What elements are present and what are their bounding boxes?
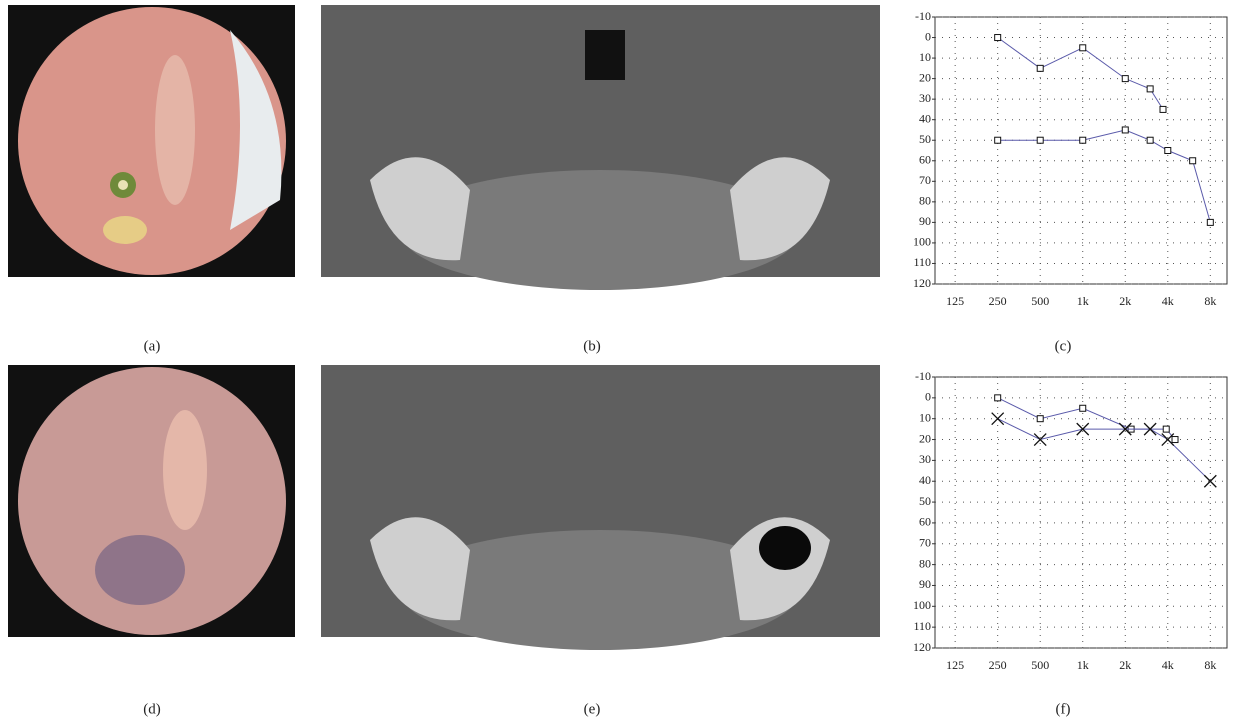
- y-tick-label: -10: [915, 9, 931, 23]
- point-marker: [1190, 158, 1196, 164]
- x-tick-label: 1k: [1077, 294, 1089, 308]
- malleus: [163, 410, 207, 530]
- tube-hole: [118, 180, 128, 190]
- panel-label: (e): [584, 701, 601, 717]
- retraction: [95, 535, 185, 605]
- point-marker: [992, 413, 1004, 425]
- y-tick-label: 70: [919, 173, 931, 187]
- airway: [585, 30, 625, 80]
- y-tick-label: 50: [919, 494, 931, 508]
- series-line: [998, 130, 1211, 222]
- y-tick-label: 0: [925, 390, 931, 404]
- malleus: [155, 55, 195, 205]
- point-marker: [1037, 416, 1043, 422]
- point-marker: [1122, 76, 1128, 82]
- panel-label: (b): [583, 338, 601, 354]
- point-marker: [1160, 106, 1166, 112]
- point-marker: [1037, 65, 1043, 71]
- y-tick-label: 100: [913, 598, 931, 612]
- y-tick-label: 120: [913, 640, 931, 654]
- panel-label: (c): [1055, 338, 1072, 354]
- point-marker: [995, 395, 1001, 401]
- y-tick-label: 110: [913, 255, 931, 269]
- panel-label: (d): [143, 701, 161, 717]
- point-marker: [1037, 137, 1043, 143]
- x-tick-label: 4k: [1162, 294, 1174, 308]
- y-tick-label: 0: [925, 29, 931, 43]
- point-marker: [1080, 405, 1086, 411]
- y-tick-label: 30: [919, 91, 931, 105]
- panel-label: (a): [144, 338, 161, 354]
- x-tick-label: 125: [946, 294, 964, 308]
- y-tick-label: 90: [919, 577, 931, 591]
- x-tick-label: 125: [946, 658, 964, 672]
- y-tick-label: -10: [915, 369, 931, 383]
- y-tick-label: 40: [919, 111, 931, 125]
- x-tick-label: 8k: [1204, 294, 1216, 308]
- point-marker: [995, 137, 1001, 143]
- point-marker: [1207, 219, 1213, 225]
- y-tick-label: 10: [919, 50, 931, 64]
- point-marker: [1080, 137, 1086, 143]
- x-tick-label: 2k: [1119, 658, 1131, 672]
- series-line: [998, 419, 1211, 482]
- y-tick-label: 100: [913, 235, 931, 249]
- y-tick-label: 20: [919, 431, 931, 445]
- y-tick-label: 50: [919, 132, 931, 146]
- x-tick-label: 500: [1031, 294, 1049, 308]
- y-tick-label: 20: [919, 70, 931, 84]
- x-tick-label: 2k: [1119, 294, 1131, 308]
- y-tick-label: 30: [919, 452, 931, 466]
- point-marker: [995, 35, 1001, 41]
- debris: [103, 216, 147, 244]
- x-tick-label: 250: [989, 294, 1007, 308]
- y-tick-label: 80: [919, 556, 931, 570]
- x-tick-label: 500: [1031, 658, 1049, 672]
- point-marker: [1147, 86, 1153, 92]
- y-tick-label: 80: [919, 194, 931, 208]
- x-tick-label: 4k: [1162, 658, 1174, 672]
- point-marker: [1122, 127, 1128, 133]
- point-marker: [1080, 45, 1086, 51]
- panel-label: (f): [1056, 701, 1071, 717]
- point-marker: [1172, 437, 1178, 443]
- point-marker: [1147, 137, 1153, 143]
- y-tick-label: 40: [919, 473, 931, 487]
- y-tick-label: 110: [913, 619, 931, 633]
- y-tick-label: 70: [919, 536, 931, 550]
- point-marker: [1165, 148, 1171, 154]
- x-tick-label: 8k: [1204, 658, 1216, 672]
- y-tick-label: 120: [913, 276, 931, 290]
- figure: (a) (b) (c) (d) (e) (f) -10 0 10 20 30 40 50 60…: [0, 0, 1235, 722]
- cavity: [759, 526, 811, 570]
- x-tick-label: 250: [989, 658, 1007, 672]
- y-tick-label: 90: [919, 214, 931, 228]
- point-marker: [1163, 426, 1169, 432]
- plot-frame: [935, 17, 1227, 284]
- y-tick-label: 60: [919, 153, 931, 167]
- plot-frame: [935, 377, 1227, 648]
- y-tick-label: 10: [919, 410, 931, 424]
- x-tick-label: 1k: [1077, 658, 1089, 672]
- y-tick-label: 60: [919, 515, 931, 529]
